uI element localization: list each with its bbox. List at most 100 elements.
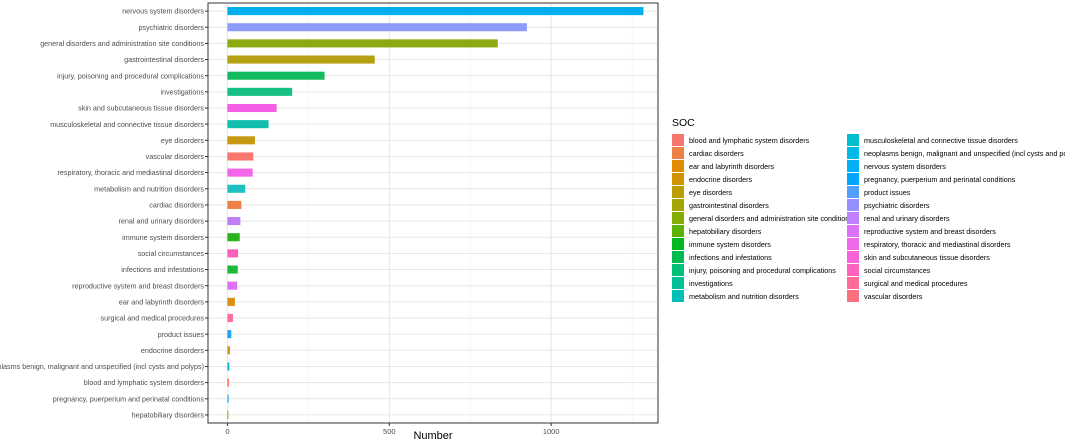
legend-swatch	[847, 225, 859, 237]
legend-label: social circumstances	[864, 266, 931, 275]
legend: blood and lymphatic system disorders card…	[672, 134, 1065, 302]
legend-label: musculoskeletal and connective tissue di…	[864, 136, 1018, 145]
legend-label: gastrointestinal disorders	[689, 201, 769, 210]
legend-label: psychiatric disorders	[864, 201, 930, 210]
legend-label: nervous system disorders	[864, 162, 946, 171]
x-tick-label: 500	[383, 427, 396, 436]
legend-label: neoplasms benign, malignant and unspecif…	[864, 149, 1065, 158]
legend-swatch	[847, 290, 859, 302]
y-tick-label: pregnancy, puerperium and perinatal cond…	[53, 394, 205, 403]
y-tick-label: hepatobiliary disorders	[132, 411, 205, 420]
y-tick-label: vascular disorders	[146, 152, 205, 161]
legend-label: investigations	[689, 279, 733, 288]
bar	[227, 410, 229, 419]
legend-swatch	[847, 173, 859, 185]
legend-swatch	[672, 225, 684, 237]
y-tick-label: investigations	[160, 87, 204, 96]
legend-label: product issues	[864, 188, 911, 197]
y-tick-labels: nervous system disorders psychiatric diso…	[0, 7, 208, 420]
bar	[227, 265, 238, 274]
y-tick-label: neoplasms benign, malignant and unspecif…	[0, 362, 204, 371]
y-tick-label: ear and labyrinth disorders	[119, 297, 205, 306]
legend-label: skin and subcutaneous tissue disorders	[864, 253, 990, 262]
legend-label: hepatobiliary disorders	[689, 227, 762, 236]
y-tick-label: general disorders and administration sit…	[40, 39, 204, 48]
bar	[227, 55, 375, 64]
bar	[227, 346, 231, 355]
legend-label: vascular disorders	[864, 292, 923, 301]
legend-swatch	[847, 277, 859, 289]
bar	[227, 71, 325, 80]
bar	[227, 281, 238, 290]
bar	[227, 313, 233, 323]
bar	[227, 7, 644, 16]
bar	[227, 249, 239, 258]
bar	[227, 120, 269, 129]
legend-label: metabolism and nutrition disorders	[689, 292, 799, 301]
y-tick-label: cardiac disorders	[149, 201, 204, 210]
bar	[227, 87, 293, 96]
y-tick-label: eye disorders	[161, 136, 205, 145]
y-tick-label: renal and urinary disorders	[119, 217, 205, 226]
legend-label: reproductive system and breast disorders	[864, 227, 996, 236]
plot-panel-background	[208, 3, 658, 423]
legend-label: pregnancy, puerperium and perinatal cond…	[864, 175, 1016, 184]
legend-swatch	[847, 199, 859, 211]
legend-swatch	[672, 147, 684, 159]
legend-label: ear and labyrinth disorders	[689, 162, 775, 171]
y-tick-label: surgical and medical procedures	[101, 314, 205, 323]
legend-swatch	[847, 212, 859, 224]
bar	[227, 233, 240, 242]
y-tick-label: reproductive system and breast disorders	[72, 281, 204, 290]
y-tick-label: endocrine disorders	[141, 346, 205, 355]
bar	[227, 184, 246, 193]
legend-swatch	[672, 186, 684, 198]
legend-label: respiratory, thoracic and mediastinal di…	[864, 240, 1011, 249]
y-tick-label: injury, poisoning and procedural complic…	[57, 71, 204, 80]
bar	[227, 200, 242, 209]
legend-label: surgical and medical procedures	[864, 279, 968, 288]
y-tick-label: immune system disorders	[122, 233, 204, 242]
legend-swatch	[672, 238, 684, 250]
y-tick-label: gastrointestinal disorders	[124, 55, 204, 64]
legend-label: cardiac disorders	[689, 149, 744, 158]
bar	[227, 378, 230, 387]
legend-swatch	[672, 264, 684, 276]
y-tick-label: product issues	[158, 330, 205, 339]
y-tick-label: nervous system disorders	[122, 7, 204, 16]
legend-swatch	[672, 173, 684, 185]
x-tick-label: 1000	[543, 427, 560, 436]
plot-panel-border	[207, 2, 659, 424]
x-tick-label: 0	[225, 427, 229, 436]
legend-title: SOC	[672, 117, 695, 129]
legend-swatch	[672, 212, 684, 224]
legend-swatch	[672, 199, 684, 211]
legend-label: eye disorders	[689, 188, 733, 197]
y-tick-label: psychiatric disorders	[138, 23, 204, 32]
y-tick-label: musculoskeletal and connective tissue di…	[50, 120, 204, 129]
x-axis-title: Number	[413, 430, 452, 442]
legend-swatch	[847, 160, 859, 172]
bar	[227, 362, 230, 371]
legend-swatch	[672, 290, 684, 302]
legend-label: general disorders and administration sit…	[689, 214, 853, 223]
legend-swatch	[847, 186, 859, 198]
bar	[227, 168, 253, 177]
bar	[227, 217, 241, 226]
bar	[227, 152, 254, 161]
y-tick-label: metabolism and nutrition disorders	[94, 184, 204, 193]
legend-swatch	[672, 251, 684, 263]
legend-label: renal and urinary disorders	[864, 214, 950, 223]
bar	[227, 23, 527, 32]
bar	[227, 330, 232, 339]
legend-swatch	[847, 134, 859, 146]
y-tick-label: skin and subcutaneous tissue disorders	[78, 104, 204, 113]
legend-label: infections and infestations	[689, 253, 772, 262]
bar	[227, 136, 255, 145]
legend-label: immune system disorders	[689, 240, 771, 249]
x-tick-labels: 0 500 1000	[225, 423, 560, 436]
bar	[227, 103, 277, 113]
legend-swatch	[847, 147, 859, 159]
